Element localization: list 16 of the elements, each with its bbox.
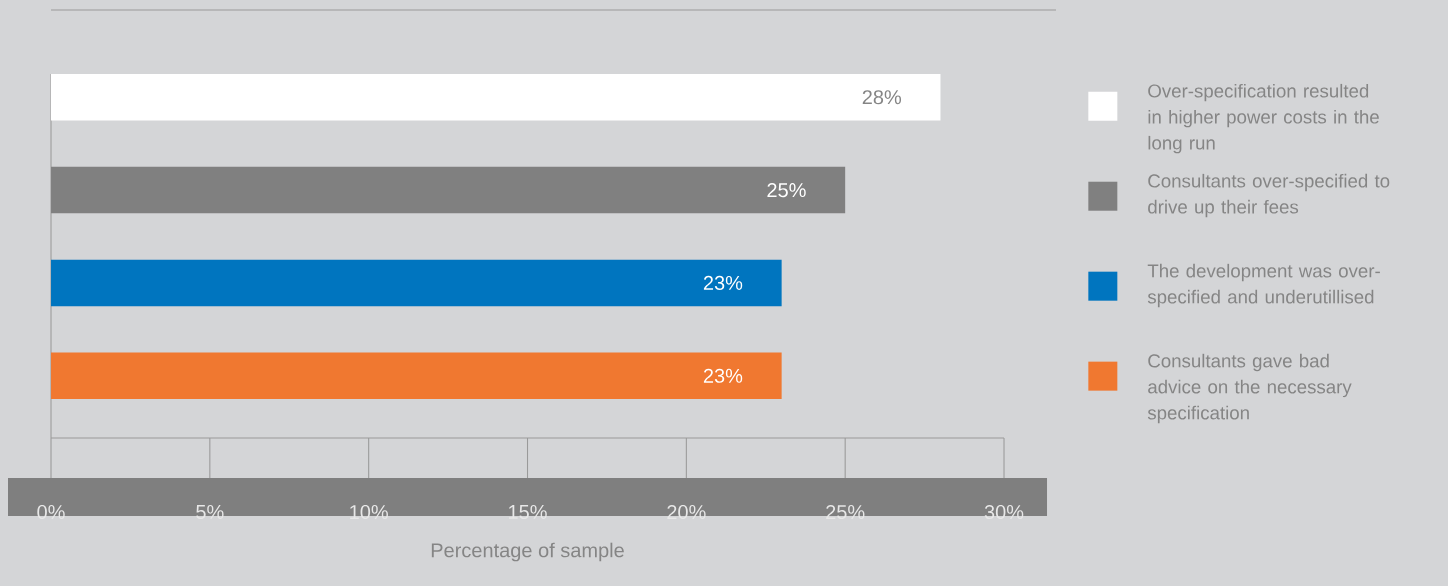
x-tick-label: 0%: [37, 504, 65, 520]
x-tick-label: 5%: [196, 504, 224, 520]
x-tick-label: 30%: [984, 504, 1024, 520]
x-tick-label: 25%: [826, 504, 865, 520]
legend-label: Consultants gave bad advice on the necessary specification: [1147, 353, 1352, 424]
legend-label: Over-specification resulted in higher power costs in the long run: [1148, 83, 1379, 154]
x-tick-label: 10%: [350, 504, 388, 520]
x-tick-label: 20%: [667, 504, 706, 520]
x-tick-label: 15%: [509, 504, 547, 520]
data-label: 23%: [703, 275, 743, 291]
data-label: 28%: [862, 90, 902, 105]
data-label: 23%: [703, 368, 743, 383]
data-label: 25%: [767, 182, 806, 198]
x-axis-title: Percentage of sample: [431, 542, 624, 562]
legend-label: The development was over-specified and underutillised: [1147, 263, 1380, 308]
legend-label: Consultants over-specified to drive up their fees: [1148, 173, 1390, 218]
